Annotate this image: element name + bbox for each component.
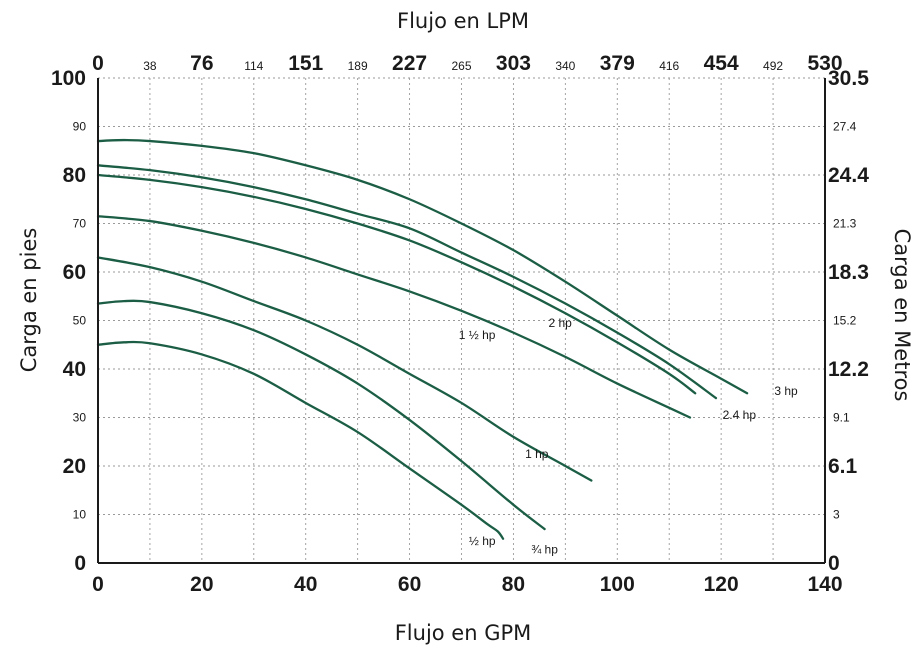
x2-tick-label: 492 <box>763 59 783 73</box>
left-axis-title: Carga en pies <box>17 228 41 373</box>
series-line-1-hp <box>96 215 692 419</box>
x2-tick-label: 416 <box>659 59 679 73</box>
curve-label--hp: ¾ hp <box>531 542 558 556</box>
series-line-3-hp <box>96 138 749 395</box>
x2-tick-label: 189 <box>348 59 368 73</box>
y-tick-label: 0 <box>74 552 86 575</box>
axes <box>97 78 826 564</box>
x2-tick-label: 0 <box>92 52 104 75</box>
x-tick-label: 80 <box>502 573 525 596</box>
x2-tick-label: 340 <box>555 59 575 73</box>
curve-label-1-hp: 1 ½ hp <box>459 328 496 342</box>
curve-label-2-4-hp: 2.4 hp <box>723 408 757 422</box>
series-lines <box>96 138 749 540</box>
y-tick-label: 30 <box>73 411 87 425</box>
right-axis-title: Carga en Metros <box>890 229 914 402</box>
x2-tick-label: 151 <box>288 52 323 75</box>
series-line--hp <box>96 299 546 531</box>
y2-tick-label: 15.2 <box>833 314 857 328</box>
y2-tick-label: 18.3 <box>828 261 869 284</box>
x-tick-label: 140 <box>807 573 842 596</box>
y2-tick-label: 12.2 <box>828 358 869 381</box>
series-line-2-hp <box>96 173 697 395</box>
y2-tick-label: 21.3 <box>833 217 857 231</box>
x-tick-label: 40 <box>294 573 317 596</box>
grid <box>98 77 825 563</box>
y2-tick-label: 27.4 <box>833 120 857 134</box>
y2-tick-label: 9.1 <box>833 411 850 425</box>
y-tick-label: 90 <box>73 120 87 134</box>
x2-tick-label: 379 <box>600 52 635 75</box>
curve-label-1-hp: 1 hp <box>525 447 549 461</box>
curve-label--hp: ½ hp <box>469 534 496 548</box>
x-tick-label: 0 <box>92 573 104 596</box>
x2-tick-label: 530 <box>807 52 842 75</box>
y-tick-label: 70 <box>73 217 87 231</box>
y-tick-label: 60 <box>63 261 86 284</box>
y-tick-label: 50 <box>73 314 87 328</box>
y-tick-label: 100 <box>51 67 86 90</box>
series-line--hp <box>96 340 505 540</box>
curve-label-2-hp: 2 hp <box>548 316 572 330</box>
x-tick-label: 100 <box>600 573 635 596</box>
x-tick-label: 120 <box>704 573 739 596</box>
x-tick-label: 60 <box>398 573 421 596</box>
y2-tick-label: 30.5 <box>828 67 869 90</box>
y2-tick-label: 6.1 <box>828 455 858 478</box>
x2-tick-label: 454 <box>704 52 739 75</box>
x2-tick-label: 114 <box>244 59 263 73</box>
x-tick-label: 20 <box>190 573 213 596</box>
y2-tick-label: 24.4 <box>828 164 869 187</box>
bottom-axis-title: Flujo en GPM <box>395 621 532 645</box>
curve-label-3-hp: 3 hp <box>774 384 798 398</box>
y-tick-label: 20 <box>63 455 86 478</box>
y2-tick-label: 0 <box>828 552 840 575</box>
tick-labels: 0 20 40 60 80 100 120 1401009080706050403020100… <box>51 52 869 596</box>
x2-tick-label: 38 <box>143 59 157 73</box>
y-tick-label: 80 <box>63 164 86 187</box>
series-line-1-hp <box>96 256 593 482</box>
series-line-2-4-hp <box>96 164 718 400</box>
x2-tick-label: 303 <box>496 52 531 75</box>
y-tick-label: 10 <box>73 508 87 522</box>
x2-tick-label: 76 <box>190 52 213 75</box>
curve-labels: ½ hp ¾ hp 1 hp 1 ½ hp 2 hp 2.4 hp 3 hp <box>459 316 798 556</box>
x2-tick-label: 265 <box>451 59 471 73</box>
y-tick-label: 40 <box>63 358 86 381</box>
top-axis-title: Flujo en LPM <box>397 9 529 33</box>
x2-tick-label: 227 <box>392 52 427 75</box>
y2-tick-label: 3 <box>833 508 840 522</box>
